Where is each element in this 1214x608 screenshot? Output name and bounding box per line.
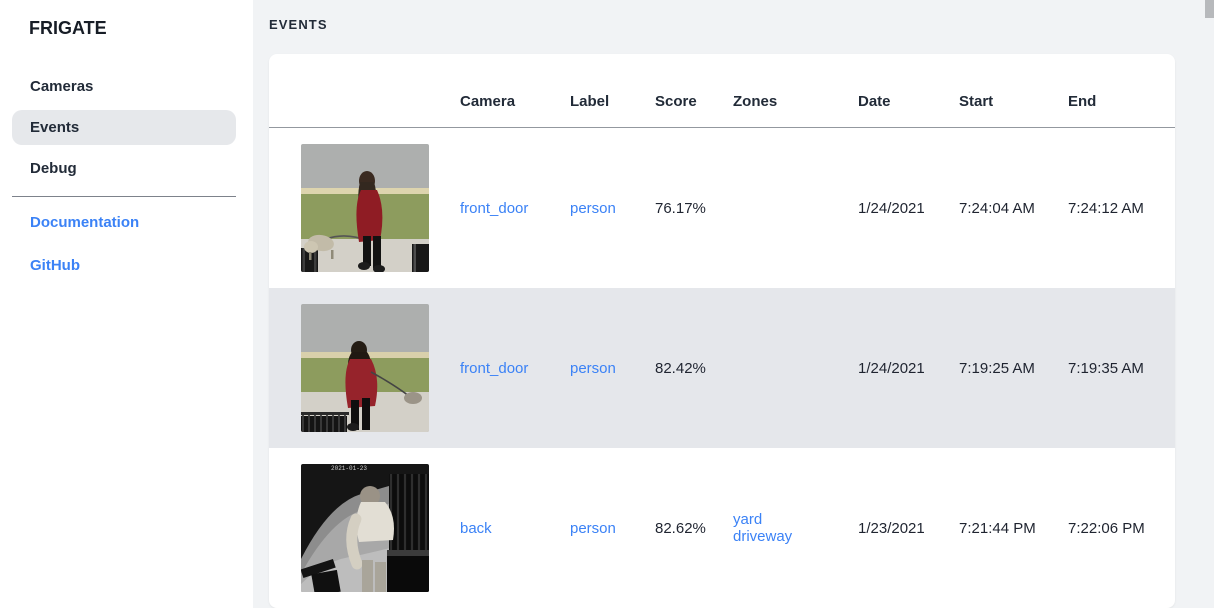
- svg-text:2021-01-23: 2021-01-23: [331, 465, 367, 472]
